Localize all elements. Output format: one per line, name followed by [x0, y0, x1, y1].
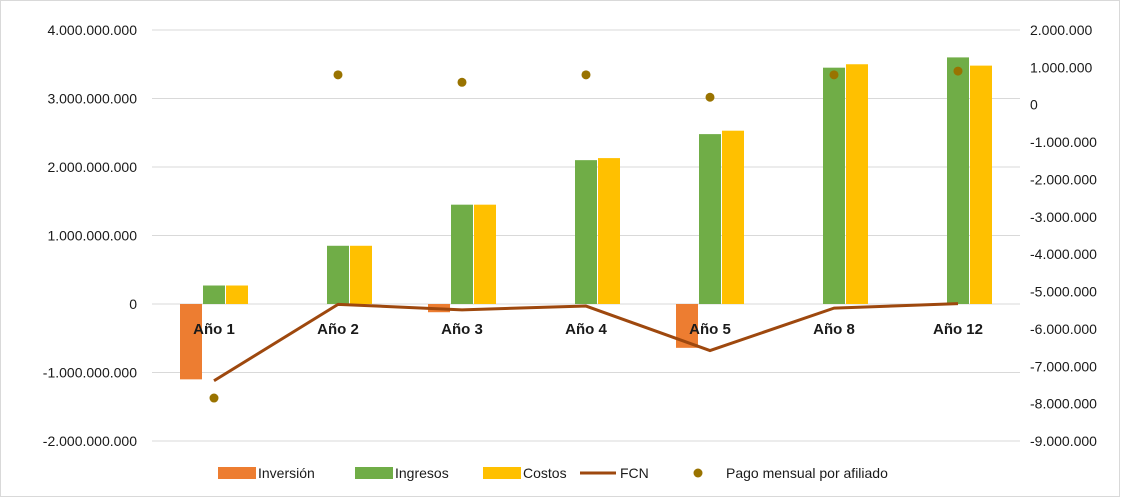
- point-pago-mensual: [953, 66, 963, 76]
- category-label: Año 5: [689, 321, 731, 338]
- right-axis-tick-label: -6.000.000: [1030, 321, 1097, 337]
- legend-swatch: [483, 467, 521, 479]
- scatter-marks: [209, 66, 963, 403]
- point-pago-mensual: [457, 77, 467, 87]
- right-axis-tick-label: 0: [1030, 97, 1038, 113]
- left-axis-tick-label: -1.000.000.000: [43, 365, 137, 381]
- bar-costos: [598, 158, 620, 304]
- bar-costos: [350, 245, 372, 304]
- legend-swatch: [355, 467, 393, 479]
- left-axis-tick-label: 4.000.000.000: [47, 22, 137, 38]
- legend-label: Ingresos: [395, 465, 449, 481]
- legend-label: Inversión: [258, 465, 315, 481]
- bar-ingresos: [327, 245, 349, 304]
- bar-ingresos: [451, 204, 473, 304]
- left-axis-tick-label: 0: [129, 296, 137, 312]
- bar-inversi-n: [180, 304, 202, 380]
- right-axis-ticks: -9.000.000 -8.000.000 -7.000.000 -6.000.000…: [1030, 22, 1097, 449]
- right-axis-tick-label: -2.000.000: [1030, 171, 1097, 187]
- left-axis-tick-label: 1.000.000.000: [47, 228, 137, 244]
- bar-ingresos: [823, 67, 845, 304]
- bar-costos: [474, 204, 496, 304]
- category-labels: Año 1 Año 2 Año 3 Año 4 Año 5 Año 8 Año 12: [193, 321, 983, 338]
- legend-label: Costos: [523, 465, 567, 481]
- legend-swatch: [693, 468, 703, 478]
- line-fcn: [213, 302, 959, 382]
- line-marks: [213, 302, 959, 382]
- bar-ingresos: [947, 57, 969, 305]
- point-pago-mensual: [209, 393, 219, 403]
- right-axis-tick-label: 2.000.000: [1030, 22, 1092, 38]
- category-label: Año 2: [317, 321, 359, 338]
- right-axis-tick-label: 1.000.000: [1030, 59, 1092, 75]
- bar-marks: [180, 57, 992, 380]
- right-axis-tick-label: -8.000.000: [1030, 396, 1097, 412]
- right-axis-tick-label: -4.000.000: [1030, 246, 1097, 262]
- bar-inversi-n: [676, 304, 698, 348]
- bar-ingresos: [699, 134, 721, 304]
- right-axis-tick-label: -1.000.000: [1030, 134, 1097, 150]
- category-label: Año 12: [933, 321, 983, 338]
- bar-costos: [846, 64, 868, 304]
- point-pago-mensual: [333, 70, 343, 80]
- right-axis-tick-label: -5.000.000: [1030, 284, 1097, 300]
- bar-ingresos: [203, 285, 225, 304]
- bar-costos: [970, 65, 992, 305]
- bar-costos: [226, 285, 248, 304]
- legend: Inversión Ingresos Costos FCN Pago mensual p…: [218, 465, 888, 481]
- category-label: Año 4: [565, 321, 607, 338]
- right-axis-tick-label: -9.000.000: [1030, 433, 1097, 449]
- left-axis-tick-label: -2.000.000.000: [43, 433, 137, 449]
- bar-costos: [722, 130, 744, 304]
- category-label: Año 8: [813, 321, 855, 338]
- left-axis-tick-label: 2.000.000.000: [47, 159, 137, 175]
- legend-label: Pago mensual por afiliado: [726, 465, 888, 481]
- point-pago-mensual: [705, 92, 715, 102]
- bar-ingresos: [575, 160, 597, 304]
- legend-swatch: [218, 467, 256, 479]
- left-axis-tick-label: 3.000.000.000: [47, 91, 137, 107]
- right-axis-tick-label: -3.000.000: [1030, 209, 1097, 225]
- left-axis-ticks: -2.000.000.000 -1.000.000.000 0 1.000.000.0…: [43, 22, 137, 449]
- category-label: Año 3: [441, 321, 483, 338]
- right-axis-tick-label: -7.000.000: [1030, 358, 1097, 374]
- legend-label: FCN: [620, 465, 649, 481]
- point-pago-mensual: [581, 70, 591, 80]
- point-pago-mensual: [829, 70, 839, 80]
- category-label: Año 1: [193, 321, 235, 338]
